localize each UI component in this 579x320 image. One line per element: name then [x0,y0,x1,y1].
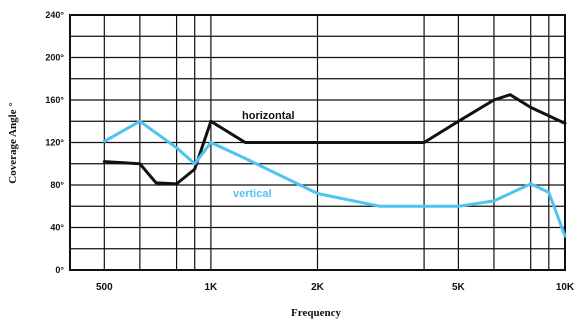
y-tick-label: 200° [45,53,64,63]
y-tick-label: 0° [55,265,64,275]
x-axis-label: Frequency [291,307,341,319]
series-label-horizontal: horizontal [242,110,295,122]
tick-layer: 0° 40° 80° 120° 160° 200° 240° 500 1K 2K 5K 10K [45,10,575,293]
y-tick-label: 120° [45,138,64,148]
series-label-vertical: vertical [233,188,272,200]
x-tick-label: 1K [205,282,219,293]
x-tick-label: 10K [556,282,575,293]
y-tick-label: 40° [50,223,64,233]
x-tick-label: 500 [96,282,113,293]
series-layer [102,93,567,238]
y-tick-label: 160° [45,95,64,105]
y-tick-label: 240° [45,10,64,20]
y-tick-label: 80° [50,180,64,190]
y-axis-label: Coverage Angle ° [7,102,19,183]
x-tick-label: 5K [452,282,466,293]
grid-layer [69,14,566,271]
series-line-horizontal [102,93,567,186]
x-tick-label: 2K [311,282,325,293]
